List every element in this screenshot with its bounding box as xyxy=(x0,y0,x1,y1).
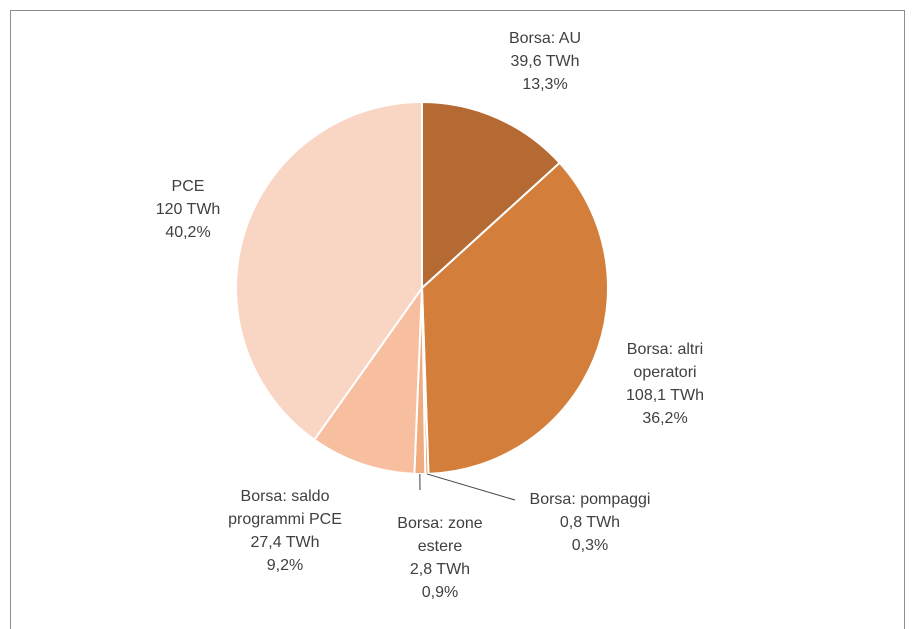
data-label: Borsa: altri operatori 108,1 TWh 36,2% xyxy=(605,338,725,430)
percentage-label: 13,3% xyxy=(522,76,568,93)
value-label: 0,8 TWh xyxy=(559,514,621,531)
category-label: Borsa: zone estere xyxy=(397,515,483,555)
value-label: 108,1 TWh xyxy=(626,387,704,404)
chart-frame xyxy=(10,10,905,629)
value-label: 39,6 TWh xyxy=(510,53,580,70)
data-label: Borsa: pompaggi 0,8 TWh 0,3% xyxy=(510,488,670,557)
percentage-label: 36,2% xyxy=(642,410,688,427)
data-label: Borsa: zone estere 2,8 TWh 0,9% xyxy=(380,512,500,604)
pie-slice xyxy=(312,284,424,475)
data-label: Borsa: saldo programmi PCE 27,4 TWh 9,2% xyxy=(205,485,365,577)
pie-slice xyxy=(420,161,609,475)
category-label: Borsa: pompaggi xyxy=(529,491,651,508)
percentage-label: 40,2% xyxy=(165,224,211,241)
value-label: 120 TWh xyxy=(155,201,221,218)
pie-slice xyxy=(421,100,562,291)
percentage-label: 0,9% xyxy=(421,584,459,601)
value-label: 27,4 TWh xyxy=(250,534,320,551)
category-label: Borsa: saldo programmi PCE xyxy=(228,488,342,528)
percentage-label: 0,3% xyxy=(571,537,609,554)
category-label: Borsa: AU xyxy=(508,30,582,47)
value-label: 2,8 TWh xyxy=(409,561,471,578)
data-label: PCE 120 TWh 40,2% xyxy=(138,175,238,244)
category-label: PCE xyxy=(171,178,205,195)
pie-slice xyxy=(235,100,423,442)
leader-line xyxy=(426,473,516,501)
category-label: Borsa: altri operatori xyxy=(626,341,704,381)
percentage-label: 9,2% xyxy=(266,557,304,574)
data-label: Borsa: AU 39,6 TWh 13,3% xyxy=(470,27,620,96)
